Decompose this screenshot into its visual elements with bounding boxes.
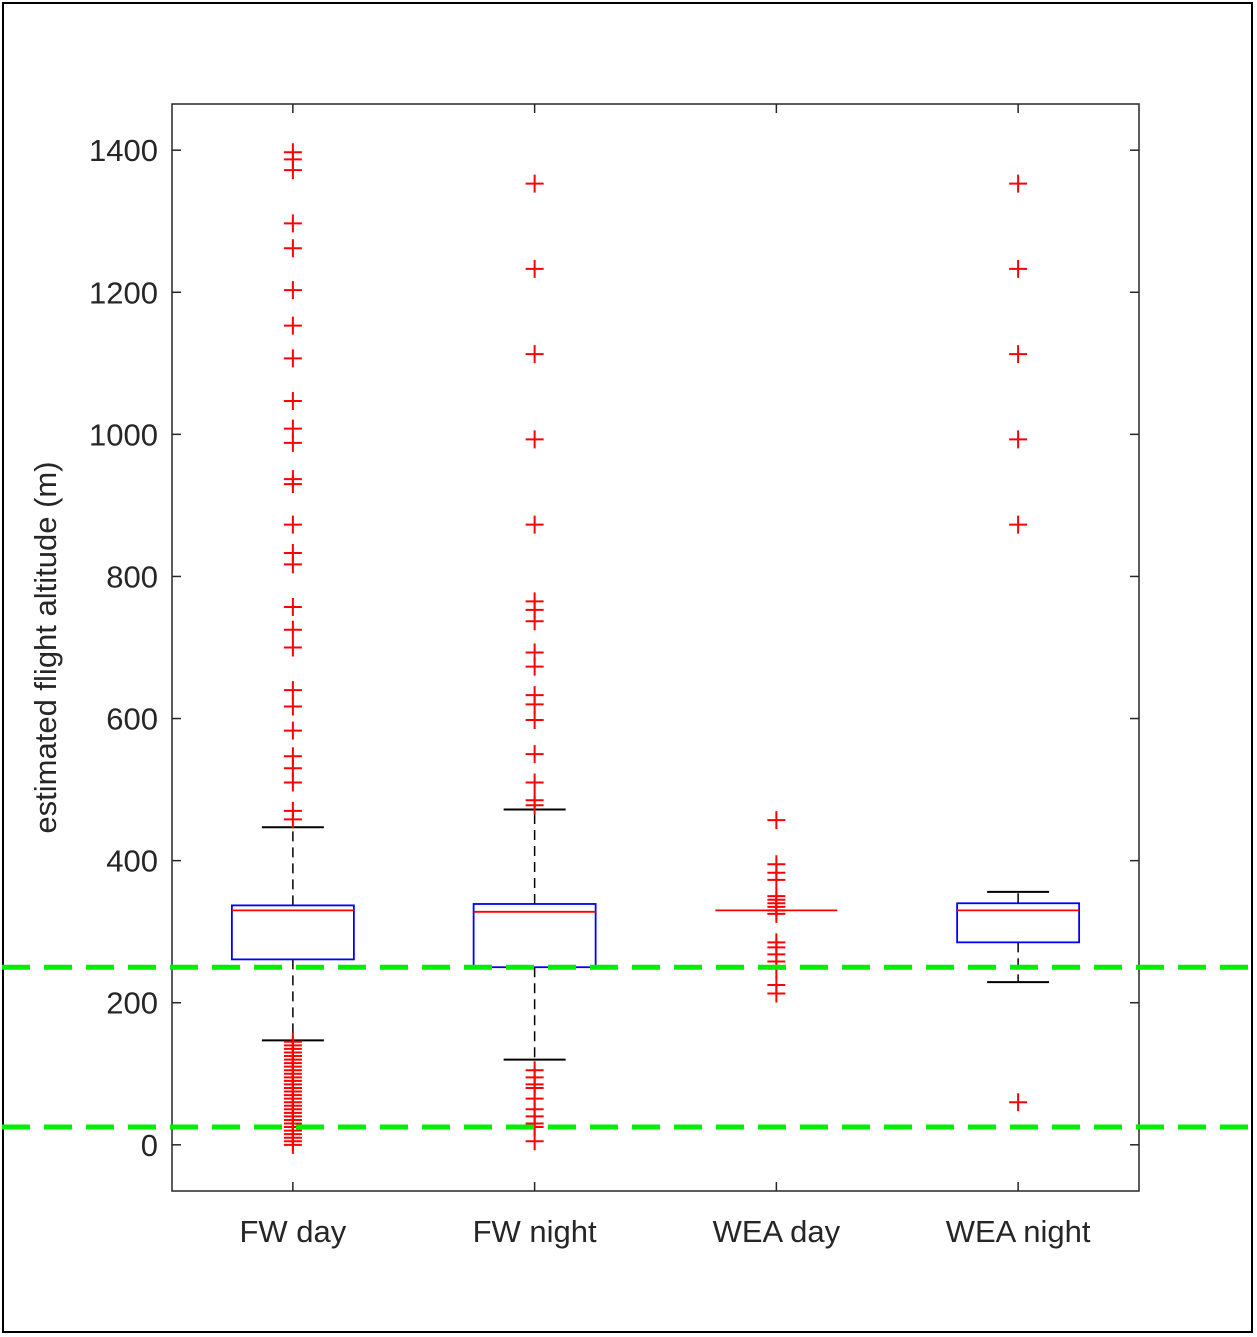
y-tick-label: 1400 bbox=[89, 133, 158, 168]
y-tick-label: 1200 bbox=[89, 275, 158, 310]
outlier-marker bbox=[525, 515, 544, 534]
box-iqr bbox=[230, 904, 355, 961]
outlier-marker bbox=[525, 745, 544, 764]
y-tick-label: 800 bbox=[106, 559, 158, 594]
outlier-marker bbox=[1009, 259, 1028, 278]
outlier-marker bbox=[767, 984, 786, 1003]
outlier-marker bbox=[283, 281, 302, 300]
x-tick-label: FW night bbox=[473, 1214, 597, 1249]
outlier-marker bbox=[525, 1132, 544, 1151]
outlier-marker bbox=[767, 870, 786, 889]
outlier-marker bbox=[283, 681, 302, 700]
outlier-marker bbox=[1009, 1093, 1028, 1112]
y-tick-label: 200 bbox=[106, 986, 158, 1021]
box-iqr bbox=[956, 902, 1081, 944]
y-tick-label: 400 bbox=[106, 844, 158, 879]
outlier-marker bbox=[525, 695, 544, 714]
x-tick-label: WEA day bbox=[713, 1214, 841, 1249]
outlier-marker bbox=[283, 214, 302, 233]
outlier-marker bbox=[283, 721, 302, 740]
outlier-marker bbox=[283, 515, 302, 534]
outlier-marker bbox=[1009, 345, 1028, 364]
outlier-marker bbox=[283, 697, 302, 716]
outlier-marker bbox=[525, 796, 544, 815]
outlier-marker bbox=[767, 904, 786, 923]
outlier-marker bbox=[525, 612, 544, 631]
outlier-marker bbox=[283, 598, 302, 617]
outlier-marker bbox=[283, 810, 302, 829]
outlier-marker bbox=[283, 349, 302, 368]
outlier-marker bbox=[525, 430, 544, 449]
outlier-marker bbox=[283, 316, 302, 335]
outlier-marker bbox=[283, 391, 302, 410]
plot-area bbox=[171, 103, 1140, 1192]
box-iqr bbox=[472, 903, 597, 969]
outlier-marker bbox=[525, 657, 544, 676]
x-tick-label: WEA night bbox=[946, 1214, 1091, 1249]
x-tick-label: FW day bbox=[239, 1214, 346, 1249]
y-tick-label: 600 bbox=[106, 702, 158, 737]
outlier-marker bbox=[525, 174, 544, 193]
outlier-marker bbox=[283, 773, 302, 792]
outlier-marker bbox=[1009, 430, 1028, 449]
outlier-marker bbox=[283, 555, 302, 574]
outlier-marker bbox=[283, 620, 302, 639]
outlier-marker bbox=[283, 475, 302, 494]
outlier-marker bbox=[283, 433, 302, 452]
outlier-marker bbox=[1009, 174, 1028, 193]
outlier-marker bbox=[525, 773, 544, 792]
outlier-marker bbox=[283, 1135, 302, 1154]
y-tick-label: 0 bbox=[141, 1128, 158, 1163]
y-axis-label: estimated flight altitude (m) bbox=[28, 461, 63, 833]
outlier-marker bbox=[283, 161, 302, 180]
outlier-marker bbox=[525, 710, 544, 729]
y-tick-label: 1000 bbox=[89, 417, 158, 452]
outlier-marker bbox=[525, 259, 544, 278]
outlier-marker bbox=[283, 239, 302, 258]
outlier-marker bbox=[767, 811, 786, 830]
outlier-marker bbox=[1009, 515, 1028, 534]
outlier-marker bbox=[283, 638, 302, 657]
outlier-marker bbox=[525, 345, 544, 364]
